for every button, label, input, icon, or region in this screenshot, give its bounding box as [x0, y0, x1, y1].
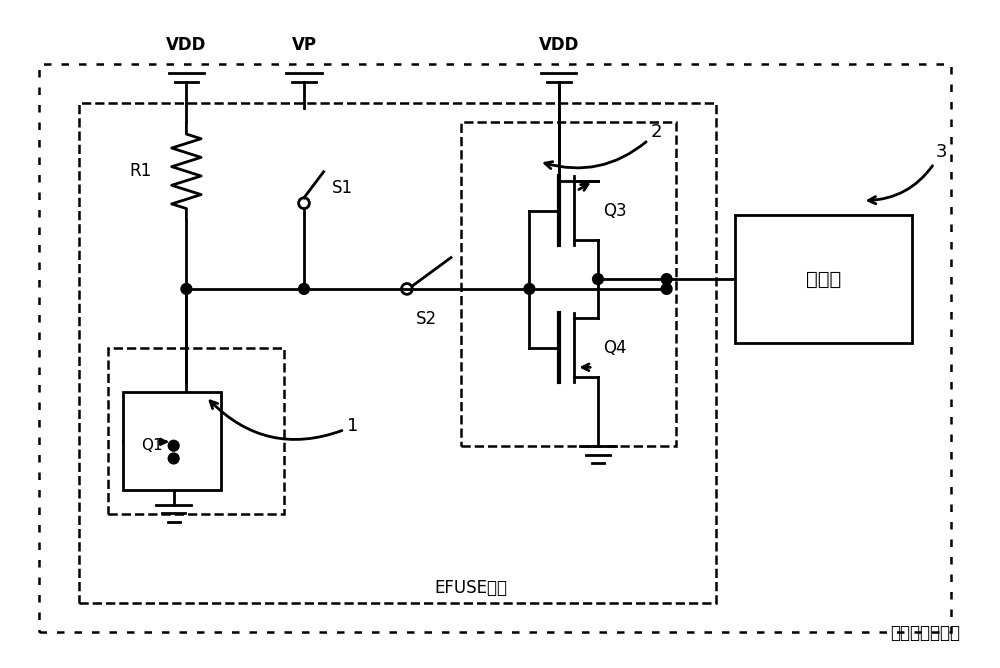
Text: VP: VP: [292, 35, 316, 53]
Text: VDD: VDD: [539, 35, 579, 53]
Text: Q1: Q1: [141, 438, 163, 453]
Text: 3: 3: [868, 143, 947, 204]
Bar: [79, 103, 716, 603]
Circle shape: [661, 283, 672, 295]
Circle shape: [661, 274, 672, 285]
Bar: [461, 122, 676, 446]
Bar: [108, 348, 284, 514]
Bar: [735, 215, 912, 343]
Circle shape: [168, 453, 179, 464]
Text: VDD: VDD: [166, 35, 207, 53]
Circle shape: [299, 283, 309, 295]
Bar: [39, 63, 951, 632]
Text: Q4: Q4: [603, 339, 626, 357]
Text: 1: 1: [210, 401, 359, 440]
Circle shape: [181, 283, 192, 295]
Text: S1: S1: [331, 180, 353, 198]
Circle shape: [168, 440, 179, 451]
Text: S2: S2: [416, 311, 437, 329]
Text: Q3: Q3: [603, 202, 627, 220]
Circle shape: [524, 283, 535, 295]
Bar: [123, 392, 221, 490]
Text: EFUSE电路: EFUSE电路: [434, 578, 507, 597]
Text: 可编程存储装置: 可编程存储装置: [891, 624, 961, 642]
Text: 2: 2: [545, 123, 663, 168]
Text: R1: R1: [130, 162, 152, 180]
Circle shape: [593, 274, 603, 285]
Text: 锁存器: 锁存器: [806, 270, 841, 289]
